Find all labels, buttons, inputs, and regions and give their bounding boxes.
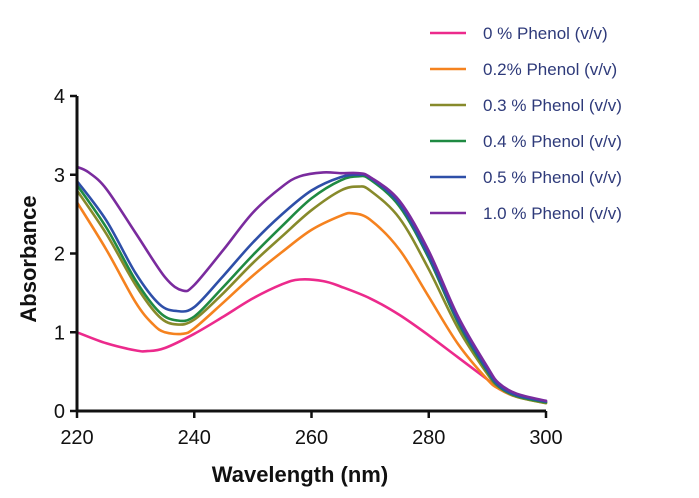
legend-label-5: 0.5 % Phenol (v/v) xyxy=(483,168,622,187)
tick-labels: 220 240 260 280 300 0 1 2 3 4 xyxy=(54,86,563,449)
legend: 0 % Phenol (v/v) 0.2% Phenol (v/v) 0.3 % P… xyxy=(430,24,622,223)
x-tick-label: 280 xyxy=(412,427,445,449)
y-tick-label: 1 xyxy=(54,322,65,344)
y-tick-label: 3 xyxy=(54,165,65,187)
series-line-6 xyxy=(75,165,548,403)
legend-label-6: 1.0 % Phenol (v/v) xyxy=(483,204,622,223)
y-tick-label: 4 xyxy=(54,86,65,108)
series-line-5 xyxy=(75,173,548,403)
legend-label-4: 0.4 % Phenol (v/v) xyxy=(483,132,622,151)
x-axis-title: Wavelength (nm) xyxy=(212,462,388,487)
plot-lines xyxy=(75,165,548,405)
x-tick-label: 260 xyxy=(295,427,328,449)
axes xyxy=(70,94,548,418)
series-line-3 xyxy=(75,185,548,405)
y-tick-label: 0 xyxy=(54,401,65,423)
y-axis-title: Absorbance xyxy=(16,195,41,322)
x-tick-label: 220 xyxy=(60,427,93,449)
x-tick-label: 300 xyxy=(529,427,562,449)
legend-label-2: 0.2% Phenol (v/v) xyxy=(483,60,617,79)
legend-label-3: 0.3 % Phenol (v/v) xyxy=(483,96,622,115)
x-tick-label: 240 xyxy=(178,427,211,449)
series-line-2 xyxy=(75,201,548,405)
y-tick-label: 2 xyxy=(54,244,65,266)
legend-label-1: 0 % Phenol (v/v) xyxy=(483,24,608,43)
